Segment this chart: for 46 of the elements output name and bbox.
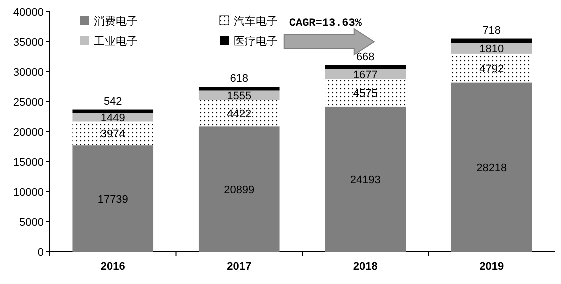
data-label: 28218 bbox=[476, 162, 508, 174]
bar bbox=[72, 146, 154, 252]
bar bbox=[451, 82, 532, 252]
data-label: 3974 bbox=[100, 128, 126, 141]
data-label: 668 bbox=[356, 51, 375, 64]
x-tick-label: 2019 bbox=[480, 261, 504, 273]
bar bbox=[72, 122, 154, 146]
legend-label: 工业电子 bbox=[94, 35, 138, 48]
bar bbox=[198, 100, 280, 127]
y-tick-label: 0 bbox=[38, 247, 44, 259]
y-tick-label: 25000 bbox=[13, 97, 44, 109]
y-tick-label: 30000 bbox=[13, 67, 44, 79]
x-tick-label: 2017 bbox=[227, 261, 252, 273]
data-label: 17739 bbox=[98, 194, 128, 206]
data-label: 20899 bbox=[224, 184, 255, 196]
y-tick-label: 40000 bbox=[13, 7, 44, 19]
bar bbox=[72, 110, 154, 114]
data-label: 1449 bbox=[100, 112, 126, 124]
y-tick-label: 10000 bbox=[13, 187, 44, 199]
bar bbox=[325, 65, 406, 70]
bar bbox=[325, 79, 406, 107]
legend-label: 汽车电子 bbox=[234, 15, 278, 28]
bar bbox=[451, 38, 532, 44]
data-label: 542 bbox=[104, 96, 122, 108]
x-tick-label: 2018 bbox=[353, 261, 378, 273]
y-tick-label: 15000 bbox=[13, 157, 44, 169]
data-label: 24193 bbox=[350, 174, 381, 186]
bar bbox=[198, 126, 280, 252]
y-tick-label: 5000 bbox=[20, 217, 44, 229]
data-label: 1555 bbox=[227, 90, 252, 102]
data-label: 4792 bbox=[480, 63, 504, 76]
data-label: 4575 bbox=[353, 88, 378, 100]
annotation: CAGR=13.63% bbox=[289, 18, 362, 30]
data-label: 4422 bbox=[227, 108, 252, 120]
bar bbox=[451, 43, 532, 54]
data-label: 1810 bbox=[480, 44, 504, 56]
data-label: 1677 bbox=[353, 69, 378, 82]
bar bbox=[198, 87, 280, 91]
bar bbox=[325, 106, 406, 252]
legend-label: 消费电子 bbox=[94, 15, 138, 28]
x-tick-label: 2016 bbox=[100, 261, 126, 273]
y-tick-label: 35000 bbox=[13, 37, 44, 49]
y-tick-label: 20000 bbox=[13, 127, 44, 139]
data-label: 618 bbox=[230, 73, 249, 86]
legend-label: 医疗电子 bbox=[234, 35, 278, 48]
data-label: 718 bbox=[482, 24, 502, 37]
